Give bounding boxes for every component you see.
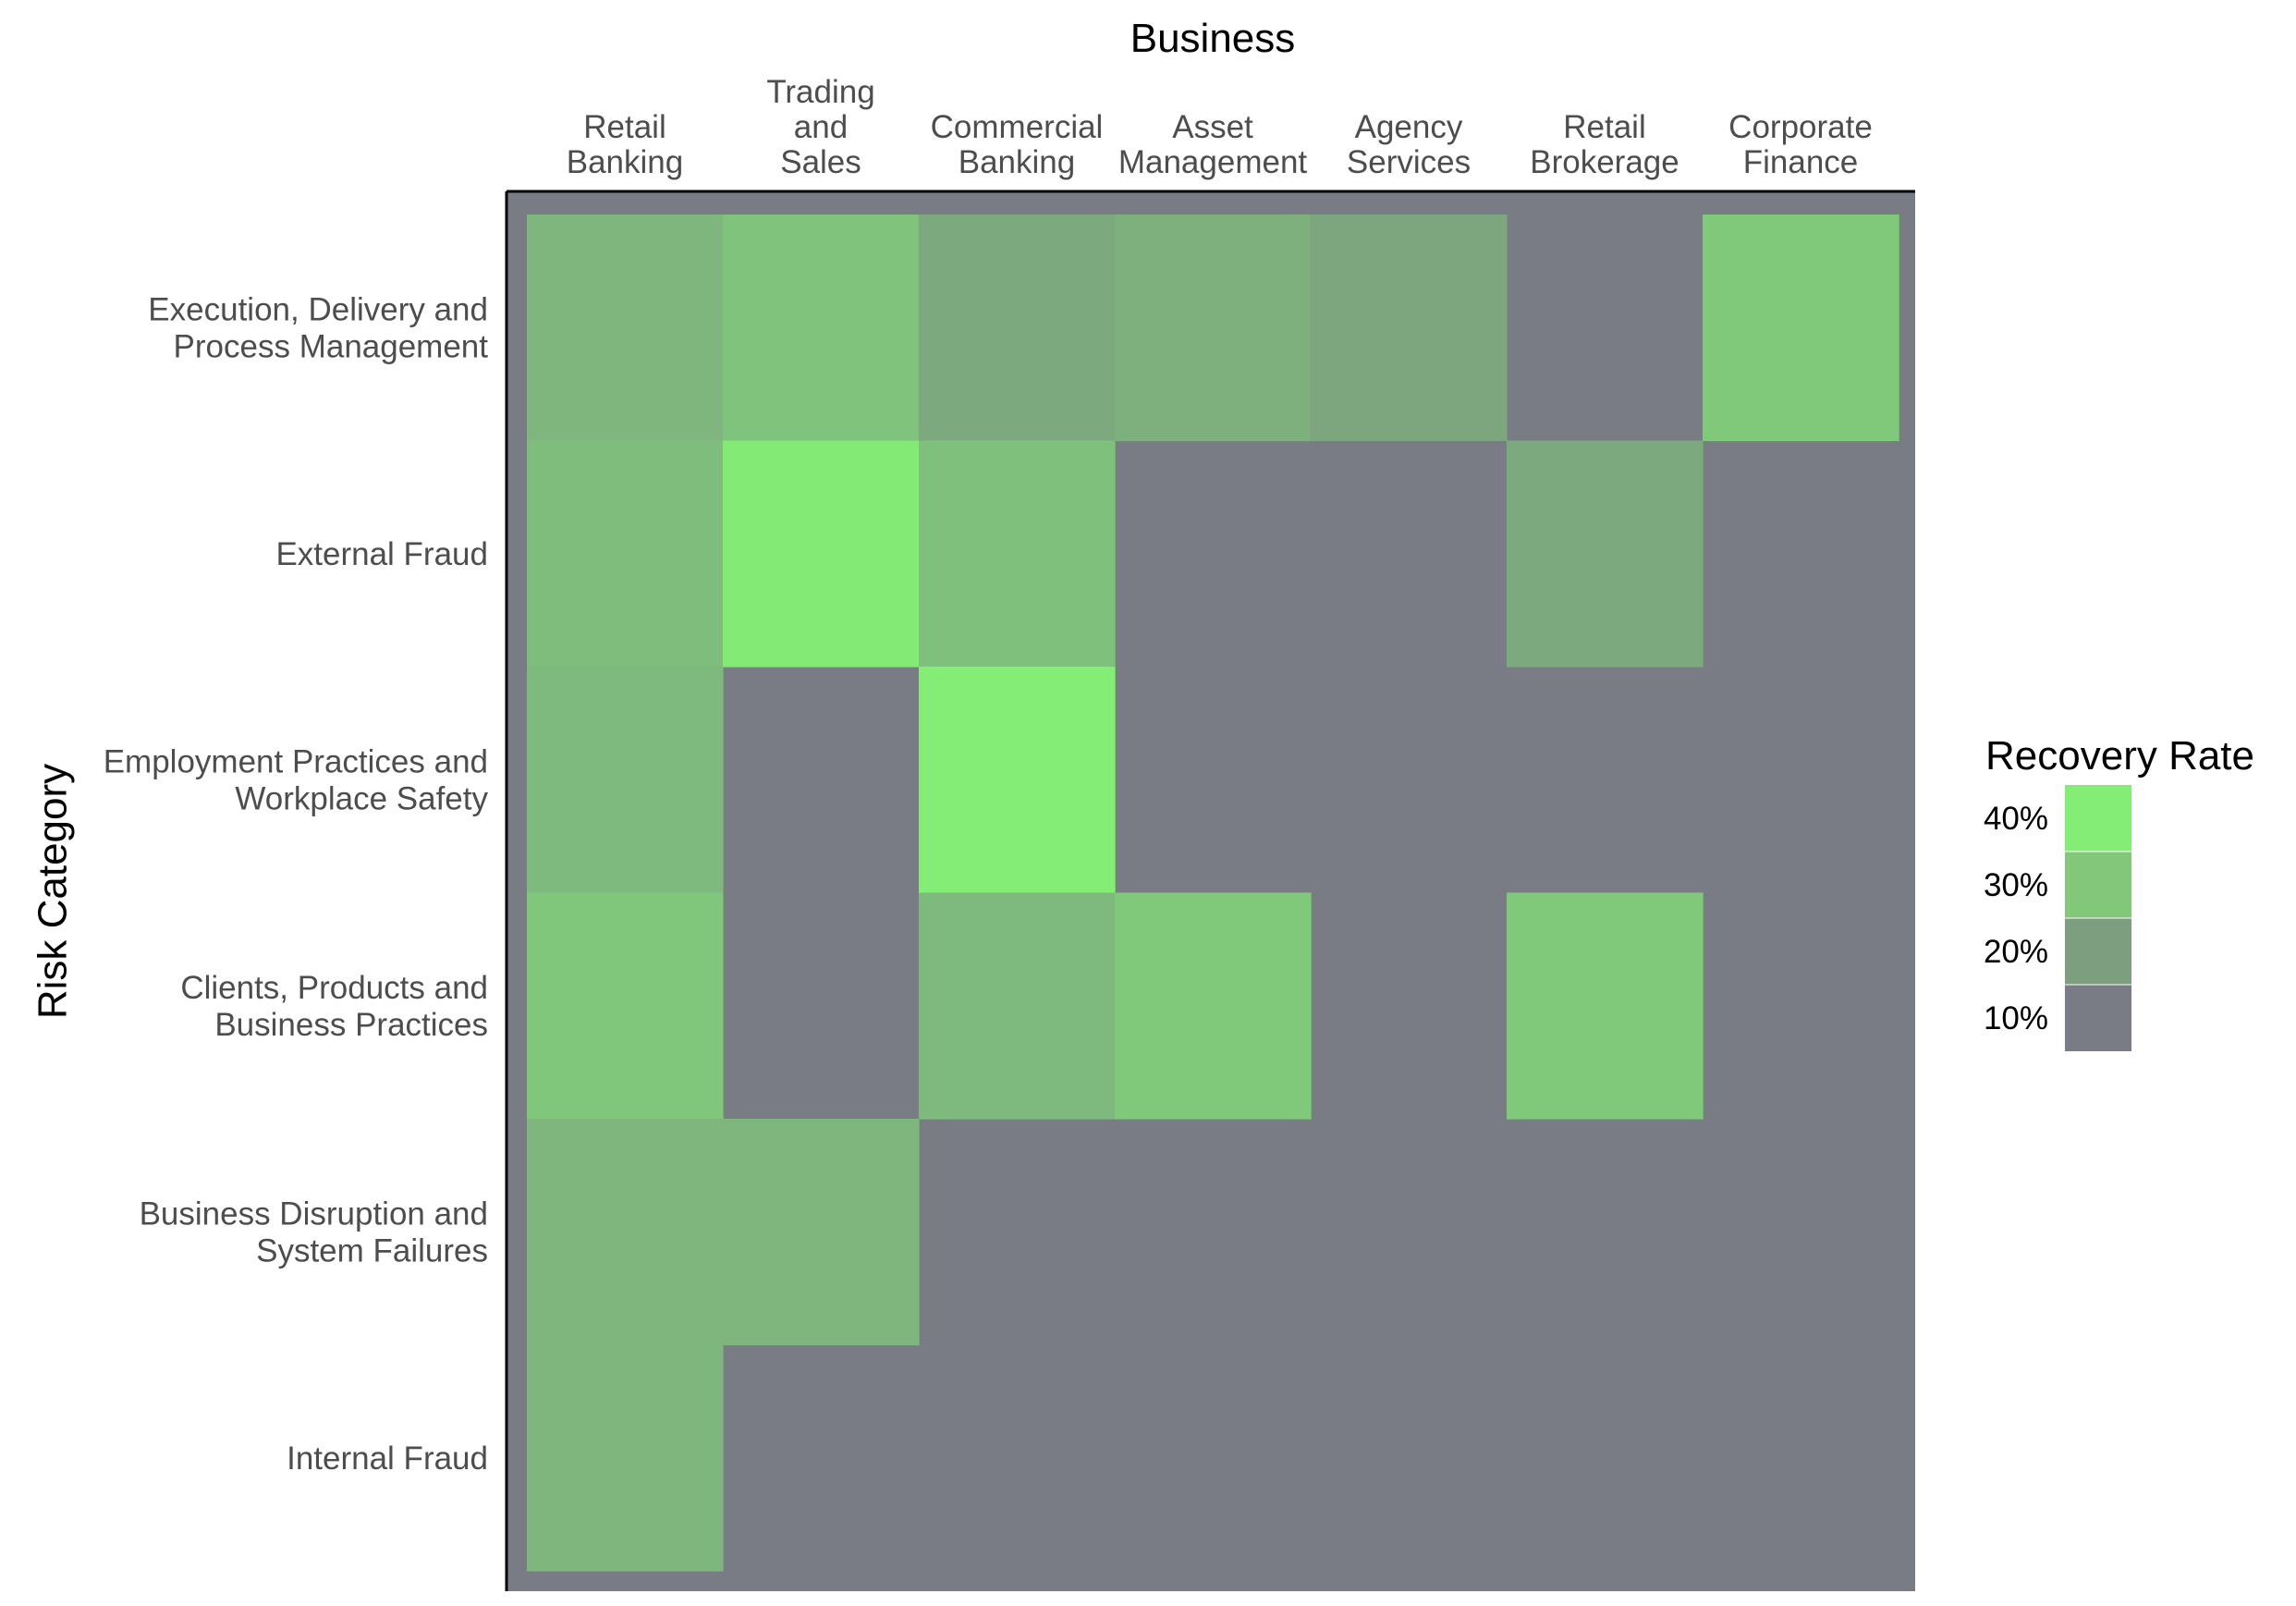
heatmap-cell (527, 667, 724, 894)
y-axis-title: Risk Category (30, 764, 75, 1019)
y-tick-label-line: Employment Practices and (104, 743, 488, 779)
heatmap-cell (527, 440, 724, 668)
legend-key (2065, 785, 2131, 852)
heatmap-cell (723, 215, 920, 442)
y-tick-label-line: Business Practices (214, 1007, 488, 1043)
y-tick-label: Internal Fraud (287, 1440, 488, 1477)
heatmap-cell (527, 215, 724, 442)
legend-label: 10% (1984, 1000, 2048, 1036)
y-tick-label: Business Disruption and System Failures (140, 1195, 488, 1269)
x-tick-label-line: Banking (567, 144, 683, 180)
heatmap-cell (919, 892, 1116, 1120)
heatmap-cell (1507, 892, 1704, 1120)
heatmap-cell (723, 1119, 920, 1346)
heatmap-cell (527, 1119, 724, 1346)
x-tick-label: Trading and Sales (766, 74, 874, 180)
y-tick-label-line: Execution, Delivery and (148, 291, 488, 327)
x-tick-label-line: Services (1347, 144, 1471, 180)
y-tick-label-line: System Failures (256, 1232, 488, 1269)
x-tick-label-line: Retail (1563, 109, 1645, 145)
legend-key (2065, 852, 2131, 918)
x-tick-label: Corporate Finance (1728, 109, 1873, 180)
x-tick-label: Retail Banking (567, 109, 683, 180)
y-tick-label-line: Internal Fraud (287, 1440, 488, 1477)
y-tick-label-line: Clients, Products and (180, 970, 488, 1006)
x-tick-label-line: Asset (1172, 109, 1253, 145)
x-tick-label-line: Retail (583, 109, 666, 145)
legend-key (2065, 985, 2131, 1051)
legend-label: 40% (1984, 801, 2048, 837)
heatmap-cell (919, 667, 1116, 894)
heatmap-cell (919, 440, 1116, 668)
heatmap-cell (1115, 215, 1312, 442)
x-tick-label: Commercial Banking (931, 109, 1104, 180)
heatmap-cell (1311, 215, 1508, 442)
legend-title: Recovery Rate (1985, 733, 2254, 778)
y-tick-label: Employment Practices and Workplace Safety (104, 743, 489, 816)
x-tick-label-line: and (794, 109, 848, 145)
y-tick-label-line: Business Disruption and (140, 1195, 488, 1232)
x-tick-label-line: Management (1118, 144, 1308, 180)
heatmap-cell (919, 215, 1116, 442)
heatmap-cell (1115, 892, 1312, 1120)
heatmap-cell (527, 1344, 724, 1572)
y-tick-label-line: Workplace Safety (235, 780, 488, 816)
x-tick-label-line: Banking (959, 144, 1075, 180)
heatmap-cell (1703, 215, 1899, 442)
x-tick-label-line: Brokerage (1530, 144, 1679, 180)
legend-key (2065, 918, 2131, 985)
heatmap-cells (527, 215, 1899, 1572)
y-tick-label: Clients, Products and Business Practices (180, 970, 488, 1043)
x-tick-label-line: Commercial (931, 109, 1104, 145)
x-tick-label: Retail Brokerage (1530, 109, 1679, 180)
y-tick-label: Execution, Delivery and Process Managemen… (148, 291, 488, 364)
y-tick-label-line: External Fraud (275, 536, 488, 572)
x-tick-label: Asset Management (1118, 109, 1308, 180)
x-tick-label: Agency Services (1347, 109, 1471, 180)
x-tick-label-line: Trading (766, 74, 874, 110)
x-tick-label-line: Agency (1355, 109, 1463, 145)
legend-label: 20% (1984, 934, 2048, 970)
y-tick-labels: Execution, Delivery and Process Managemen… (104, 291, 489, 1477)
heatmap-cell (527, 892, 724, 1120)
x-axis-title: Business (1130, 16, 1296, 61)
x-tick-label-line: Finance (1743, 144, 1859, 180)
heatmap-cell (1507, 440, 1704, 668)
y-tick-label: External Fraud (275, 536, 488, 572)
y-tick-label-line: Process Management (174, 328, 489, 364)
legend: Recovery Rate 40% 30% 20% 10% (1984, 733, 2254, 1051)
axes (505, 190, 1915, 1591)
x-tick-label-line: Sales (780, 144, 861, 180)
heatmap-cell (723, 440, 920, 668)
x-tick-label-line: Corporate (1728, 109, 1873, 145)
legend-label: 30% (1984, 867, 2048, 903)
